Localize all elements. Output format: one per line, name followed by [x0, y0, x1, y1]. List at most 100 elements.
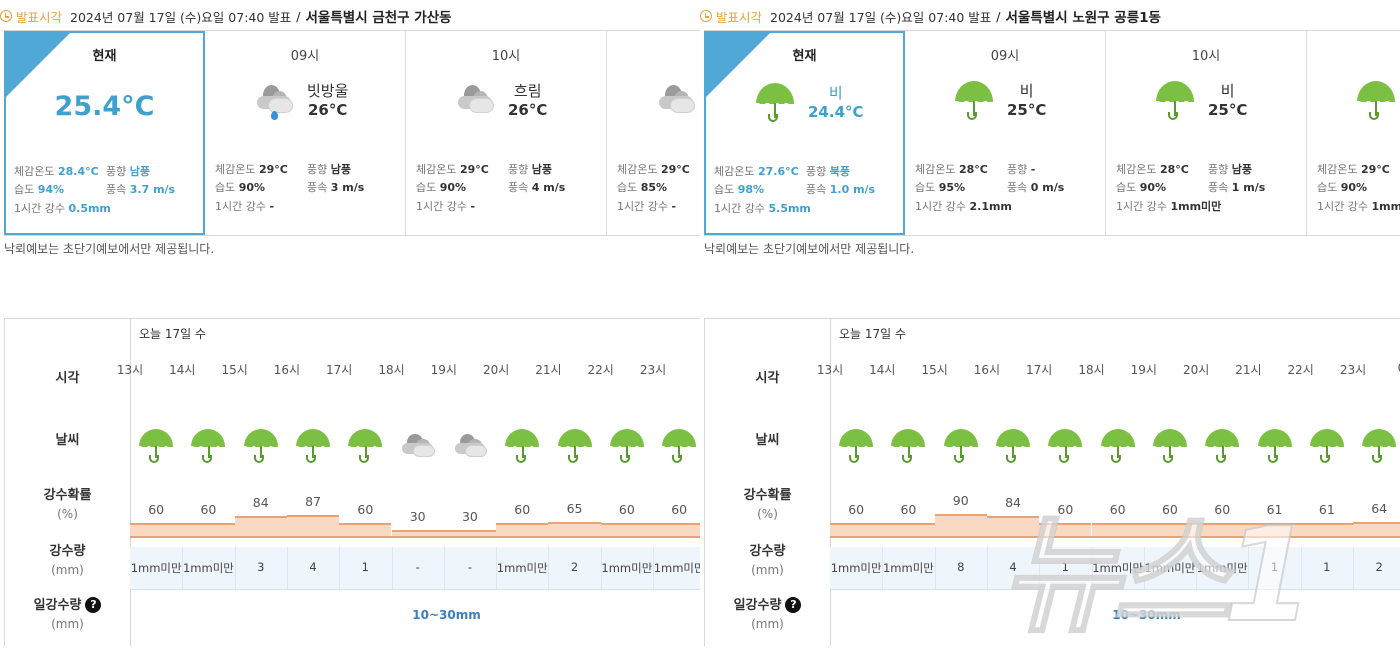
hour-label: 23시	[639, 363, 667, 377]
hourly-card[interactable]: 09시 빗방울 26°C 체감온도 29°C 풍향 남풍 습도 90% 풍속 3 m/s 1시…	[205, 31, 406, 235]
location-name: 서울특별시 금천구 가산동	[305, 10, 452, 26]
wind-direction-label: 풍향	[508, 163, 529, 176]
hour-label: 19시	[430, 363, 457, 377]
wind-direction: 풍향 북풍	[806, 163, 850, 179]
hourly-forecast-table: 오늘 17일 수 시각 날씨 강수확률 (%) 강수량 (mm) 일강수량? (mm) 13시 14…	[704, 318, 1400, 646]
humidity-value: 95%	[938, 181, 966, 194]
row-label-prob: 강수확률 (%)	[43, 488, 92, 521]
precip-prob-bar	[1196, 523, 1249, 536]
row-unit: (mm)	[51, 563, 84, 577]
wind-speed-label: 풍속	[508, 181, 529, 194]
precip-prob-value: 60	[148, 502, 165, 518]
row-unit: (mm)	[751, 617, 784, 631]
card-condition: 비	[828, 84, 843, 102]
feel-temp: 체감온도 29°C	[416, 161, 489, 177]
hourly-rain-label: 1시간 강수	[14, 202, 65, 215]
row-label-daily: 일강수량? (mm)	[705, 597, 830, 634]
lightning-note: 낙뢰예보는 초단기예보에서만 제공됩니다.	[704, 242, 915, 256]
feel-temp: 체감온도 29°C	[215, 161, 288, 177]
hourly-card[interactable]: 11 체감온도 29°C 습도 90% 1시간 강수 1mm미만	[1307, 31, 1400, 235]
card-weather: 빗방울 26°C	[253, 81, 348, 121]
umbrella-icon	[1100, 429, 1135, 464]
feel-temp-label: 체감온도	[14, 165, 55, 178]
wind-speed-value: 4 m/s	[531, 181, 566, 194]
wind-speed-value: 0 m/s	[1030, 181, 1065, 194]
umbrella-icon	[505, 429, 540, 464]
hourly-rain-label: 1시간 강수	[1317, 200, 1368, 213]
hour-label: 13시	[116, 363, 144, 377]
precip-prob-bar	[1143, 523, 1197, 536]
precip-prob-value: 87	[305, 493, 321, 509]
umbrella-icon	[348, 429, 383, 464]
wind-speed-label: 풍속	[1007, 181, 1028, 194]
card-time: 09시	[990, 49, 1020, 64]
precip-prob-value: 60	[1109, 502, 1126, 518]
card-condition: 빗방울	[307, 82, 349, 100]
hourly-rain: 1시간 강수 5.5mm	[714, 200, 811, 216]
hourly-rain: 1시간 강수 2.1mm	[915, 198, 1012, 214]
umbrella-icon	[1205, 429, 1240, 464]
humidity-label: 습도	[215, 181, 236, 194]
umbrella-icon	[1156, 81, 1194, 121]
precip-amount-value: 8	[957, 560, 965, 574]
wind-speed-value: 3.7 m/s	[129, 183, 176, 196]
precip-amount-value: 1mm미만	[601, 561, 653, 575]
precip-prob-bar	[986, 515, 1040, 536]
hourly-rain: 1시간 강수 1mm미만	[1116, 198, 1221, 214]
issue-datetime: 2024년 07월 17일 (수)요일 07:40 발표	[770, 9, 992, 25]
hourly-card[interactable]: 체감온도 29°C 습도 85% 1시간 강수 -	[607, 31, 700, 235]
hour-label: 00	[1379, 361, 1400, 375]
help-icon[interactable]: ?	[85, 597, 102, 613]
precip-prob-value: 30	[409, 509, 426, 524]
cloudy-icon	[456, 81, 495, 119]
umbrella-icon	[1152, 429, 1187, 464]
day-label: 오늘 17일 수	[139, 327, 207, 341]
wind-speed-value: 1 m/s	[1231, 181, 1266, 194]
hourly-rain: 1시간 강수 -	[215, 198, 274, 214]
current-corner-flag	[6, 33, 70, 97]
clock-icon	[700, 10, 712, 22]
current-weather-card[interactable]: 현재 비 24.4°C 체감온도 27.6°C 풍향 북풍 습도 98% 풍속 1.0 m/…	[704, 31, 905, 235]
precip-amount-value: 4	[1009, 560, 1017, 574]
clock-icon	[0, 10, 12, 22]
umbrella-icon	[139, 429, 174, 464]
precip-amount-value: 2	[1375, 560, 1383, 574]
current-weather-card[interactable]: 현재 25.4°C 체감온도 28.4°C 풍향 남풍 습도 94% 풍속 3.7 m/s…	[4, 31, 205, 235]
news1-watermark: 뉴스1	[999, 498, 1315, 652]
wind-direction: 풍향 남풍	[307, 161, 351, 177]
help-icon[interactable]: ?	[785, 597, 802, 613]
humidity-value: 90%	[439, 181, 467, 194]
precip-prob-value: 60	[900, 502, 917, 518]
precip-prob-bar	[1039, 523, 1092, 536]
hourly-rain-value: 5.5mm	[768, 202, 811, 215]
card-time: 10시	[491, 49, 521, 64]
precip-prob-value: 65	[566, 500, 583, 516]
hourly-card[interactable]: 10시 흐림 26°C 체감온도 29°C 풍향 남풍 습도 90% 풍속 4 m/s 1시간…	[406, 31, 607, 235]
precip-amount-value: 1mm미만	[130, 561, 182, 575]
wind-speed: 풍속 1.0 m/s	[806, 181, 875, 197]
precip-prob-value: 64	[1371, 500, 1388, 516]
precip-prob-bar	[882, 523, 935, 536]
hourly-rain: 1시간 강수 -	[416, 198, 475, 214]
hourly-rain-label: 1시간 강수	[617, 200, 668, 213]
feel-temp: 체감온도 28°C	[915, 161, 988, 177]
precip-prob-value: 30	[461, 509, 478, 524]
card-weather: 흐림 26°C	[454, 81, 547, 121]
hourly-card[interactable]: 09시 비 25°C 체감온도 28°C 풍향 - 습도 95% 풍속 0 m/s 1시간 강…	[905, 31, 1106, 235]
precip-prob-bar	[1091, 523, 1144, 536]
humidity-label: 습도	[416, 181, 437, 194]
hourly-card[interactable]: 10시 비 25°C 체감온도 28°C 풍향 남풍 습도 90% 풍속 1 m/s 1시간 …	[1106, 31, 1307, 235]
precip-prob-bar	[830, 523, 883, 536]
precip-prob-value: 84	[1005, 494, 1021, 510]
umbrella-icon	[839, 429, 874, 464]
precip-amount-value: 1mm미만	[496, 561, 548, 575]
forecast-header: 발표시각 2024년 07월 17일 (수)요일 07:40 발표 / 서울특별시 노…	[700, 6, 1161, 26]
humidity: 습도 98%	[714, 181, 764, 197]
card-temperature: 26°C	[508, 101, 548, 119]
precip-prob-bar	[600, 523, 653, 536]
humidity: 습도 90%	[1116, 179, 1166, 195]
precip-prob-value: 61	[1266, 501, 1283, 517]
hour-label: 0	[679, 361, 700, 375]
precip-amount-value: 1	[1323, 560, 1331, 574]
feel-temp-label: 체감온도	[1317, 163, 1358, 176]
